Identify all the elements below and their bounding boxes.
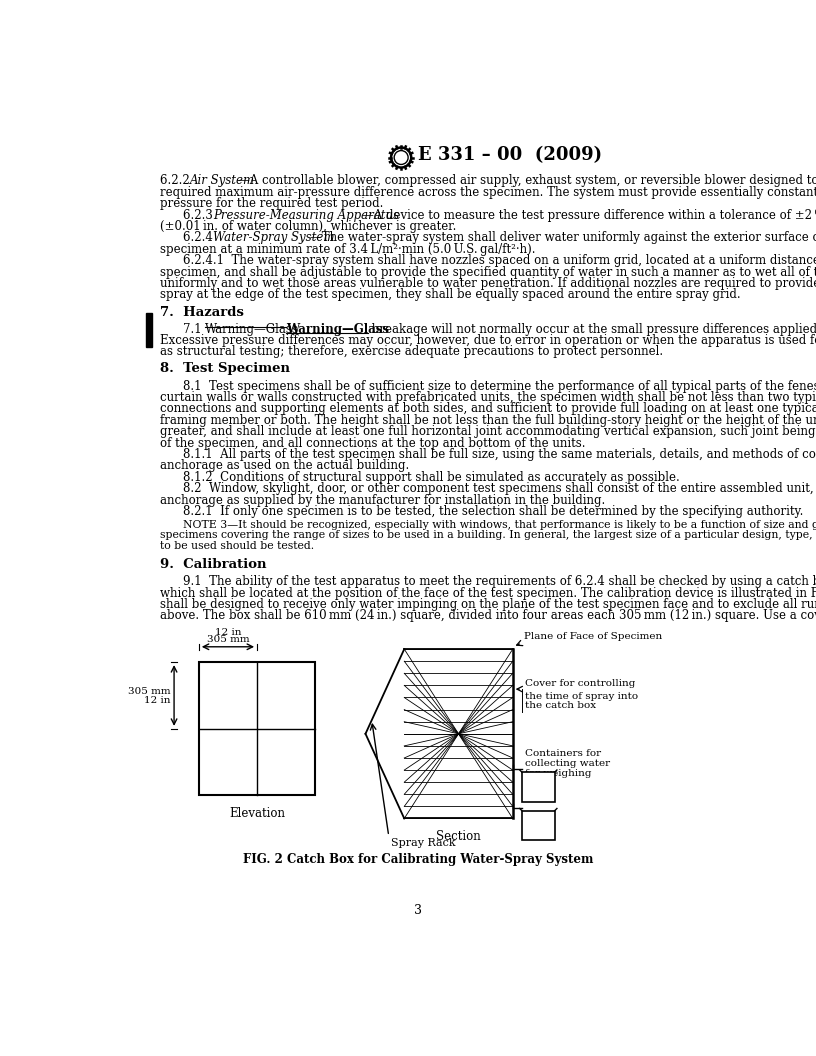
Text: 9.1  The ability of the test apparatus to meet the requirements of 6.2.4 shall b: 9.1 The ability of the test apparatus to… xyxy=(184,576,816,588)
Text: to be used should be tested.: to be used should be tested. xyxy=(160,541,314,551)
Text: required maximum air-pressure difference across the specimen. The system must pr: required maximum air-pressure difference… xyxy=(160,186,816,199)
Text: 6.2.4.1  The water-spray system shall have nozzles spaced on a uniform grid, loc: 6.2.4.1 The water-spray system shall hav… xyxy=(184,254,816,267)
Text: uniformly and to wet those areas vulnerable to water penetration. If additional : uniformly and to wet those areas vulnera… xyxy=(160,277,816,290)
Text: anchorage as used on the actual building.: anchorage as used on the actual building… xyxy=(160,459,410,472)
Text: 7.  Hazards: 7. Hazards xyxy=(160,305,244,319)
Text: Cover for controlling: Cover for controlling xyxy=(526,679,636,687)
Text: above. The box shall be 610 mm (24 in.) square, divided into four areas each 305: above. The box shall be 610 mm (24 in.) … xyxy=(160,609,816,622)
Text: NOTE 3—It should be recognized, especially with windows, that performance is lik: NOTE 3—It should be recognized, especial… xyxy=(184,520,816,530)
Text: 6.2.2: 6.2.2 xyxy=(160,174,197,188)
Text: FIG. 2 Catch Box for Calibrating Water-Spray System: FIG. 2 Catch Box for Calibrating Water-S… xyxy=(243,853,593,866)
Text: 6.2.3: 6.2.3 xyxy=(184,209,221,222)
Bar xyxy=(522,811,555,841)
Bar xyxy=(522,772,555,802)
Text: pressure for the required test period.: pressure for the required test period. xyxy=(160,197,384,210)
Text: 8.1.2  Conditions of structural support shall be simulated as accurately as poss: 8.1.2 Conditions of structural support s… xyxy=(184,471,680,484)
Text: —A controllable blower, compressed air supply, exhaust system, or reversible blo: —A controllable blower, compressed air s… xyxy=(237,174,816,188)
Text: shall be designed to receive only water impinging on the plane of the test speci: shall be designed to receive only water … xyxy=(160,598,816,611)
Text: 8.2.1  If only one specimen is to be tested, the selection shall be determined b: 8.2.1 If only one specimen is to be test… xyxy=(184,505,804,517)
Text: Water-Spray System: Water-Spray System xyxy=(213,231,335,244)
Text: Elevation: Elevation xyxy=(229,807,285,819)
Text: the time of spray into: the time of spray into xyxy=(526,693,638,701)
Text: Excessive pressure differences may occur, however, due to error in operation or : Excessive pressure differences may occur… xyxy=(160,334,816,347)
Text: Plane of Face of Specimen: Plane of Face of Specimen xyxy=(524,631,662,641)
Text: 12 in: 12 in xyxy=(215,627,242,637)
Text: specimen, and shall be adjustable to provide the specified quantity of water in : specimen, and shall be adjustable to pro… xyxy=(160,266,816,279)
Text: 8.  Test Specimen: 8. Test Specimen xyxy=(160,362,290,376)
Text: greater, and shall include at least one full horizontal joint accommodating vert: greater, and shall include at least one … xyxy=(160,426,816,438)
Text: 8.2  Window, skylight, door, or other component test specimens shall consist of : 8.2 Window, skylight, door, or other com… xyxy=(184,483,816,495)
Text: spray at the edge of the test specimen, they shall be equally spaced around the : spray at the edge of the test specimen, … xyxy=(160,288,741,301)
Text: curtain walls or walls constructed with prefabricated units, the specimen width : curtain walls or walls constructed with … xyxy=(160,391,816,404)
Text: —A device to measure the test pressure difference within a tolerance of ±2 % or : —A device to measure the test pressure d… xyxy=(361,209,816,222)
Text: Spray Rack: Spray Rack xyxy=(391,837,455,848)
Text: Warning—Glass: Warning—Glass xyxy=(286,322,389,336)
Text: Section: Section xyxy=(436,830,481,843)
Text: 12 in: 12 in xyxy=(144,696,171,705)
Bar xyxy=(199,662,315,795)
Text: 7.1: 7.1 xyxy=(184,322,210,336)
Text: breakage will not normally occur at the small pressure differences applied in th: breakage will not normally occur at the … xyxy=(368,322,816,336)
Text: specimens covering the range of sizes to be used in a building. In general, the : specimens covering the range of sizes to… xyxy=(160,530,816,541)
Text: the catch box: the catch box xyxy=(526,701,596,711)
Text: 305 mm: 305 mm xyxy=(127,687,171,696)
Text: 8.1.1  All parts of the test specimen shall be full size, using the same materia: 8.1.1 All parts of the test specimen sha… xyxy=(184,448,816,461)
Text: specimen at a minimum rate of 3.4 L/m²·min (5.0 U.S. gal/ft²·h).: specimen at a minimum rate of 3.4 L/m²·m… xyxy=(160,243,535,256)
Text: Containers for: Containers for xyxy=(526,749,601,758)
Text: which shall be located at the position of the face of the test specimen. The cal: which shall be located at the position o… xyxy=(160,586,816,600)
Text: anchorage as supplied by the manufacturer for installation in the building.: anchorage as supplied by the manufacture… xyxy=(160,493,605,507)
Bar xyxy=(146,313,152,346)
Text: E 331 – 00  (2009): E 331 – 00 (2009) xyxy=(418,146,602,165)
Text: Warning—Glass: Warning—Glass xyxy=(205,322,299,336)
Text: Air System: Air System xyxy=(189,174,255,188)
Text: 9.  Calibration: 9. Calibration xyxy=(160,558,267,571)
Text: 8.1  Test specimens shall be of sufficient size to determine the performance of : 8.1 Test specimens shall be of sufficien… xyxy=(184,379,816,393)
Text: —The water-spray system shall deliver water uniformly against the exterior surfa: —The water-spray system shall deliver wa… xyxy=(310,231,816,244)
Text: (±0.01 in. of water column), whichever is greater.: (±0.01 in. of water column), whichever i… xyxy=(160,220,456,233)
Text: as structural testing; therefore, exercise adequate precautions to protect perso: as structural testing; therefore, exerci… xyxy=(160,345,663,358)
Text: Pressure-Measuring Apparatus: Pressure-Measuring Apparatus xyxy=(213,209,399,222)
Text: 305 mm: 305 mm xyxy=(206,635,249,644)
Text: framing member or both. The height shall be not less than the full building-stor: framing member or both. The height shall… xyxy=(160,414,816,427)
Text: 3: 3 xyxy=(415,904,422,917)
Text: for weighing: for weighing xyxy=(526,769,592,778)
Text: connections and supporting elements at both sides, and sufficient to provide ful: connections and supporting elements at b… xyxy=(160,402,816,415)
Text: collecting water: collecting water xyxy=(526,759,610,768)
Text: of the specimen, and all connections at the top and bottom of the units.: of the specimen, and all connections at … xyxy=(160,436,586,450)
Text: 6.2.4: 6.2.4 xyxy=(184,231,221,244)
